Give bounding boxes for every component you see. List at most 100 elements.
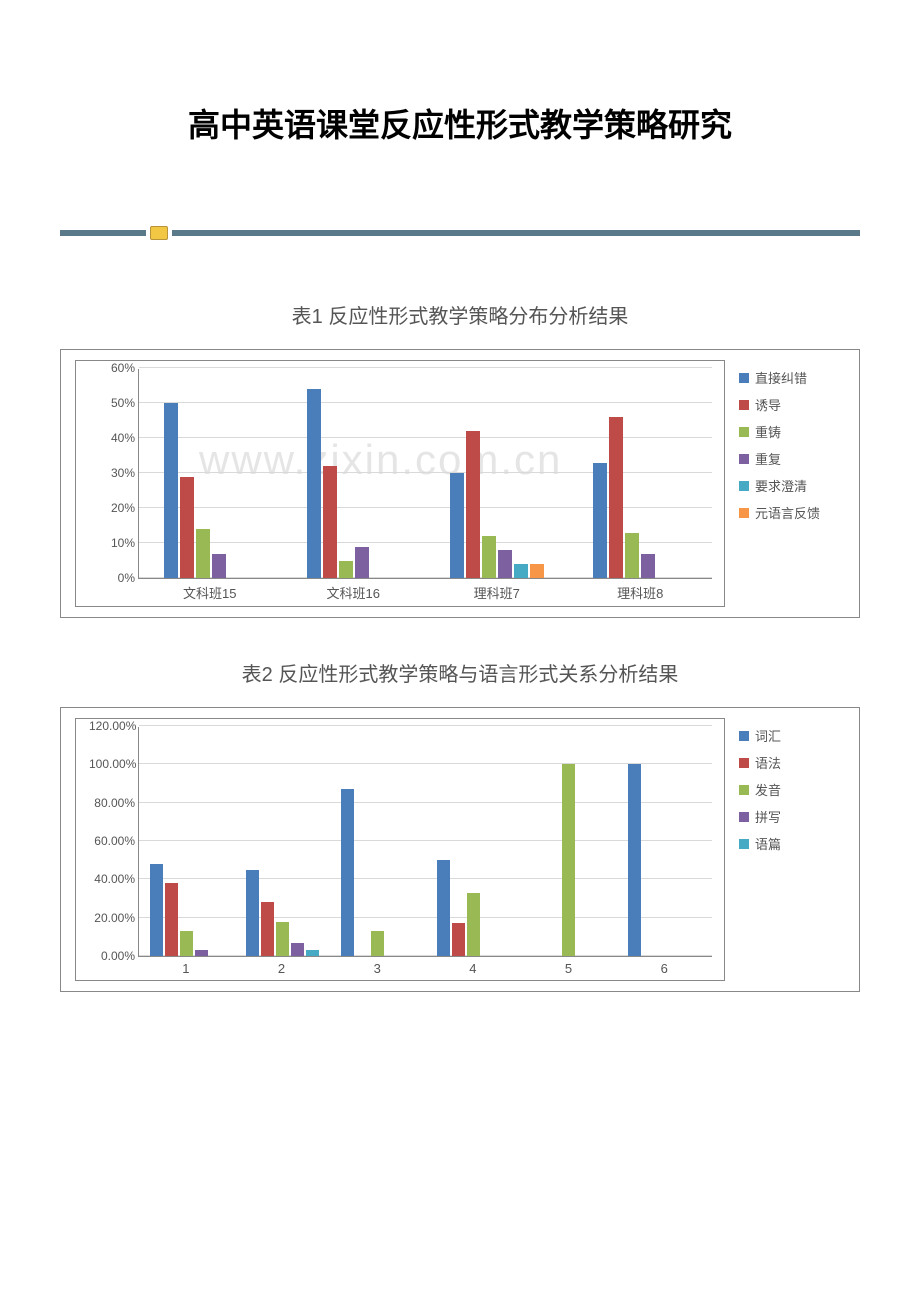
legend-swatch bbox=[739, 481, 749, 491]
bar bbox=[212, 554, 226, 579]
bar bbox=[530, 564, 544, 578]
y-tick-label: 0.00% bbox=[89, 949, 135, 963]
x-tick-label: 6 bbox=[616, 957, 712, 976]
y-tick-label: 80.00% bbox=[89, 796, 135, 810]
page-title: 高中英语课堂反应性形式教学策略研究 bbox=[60, 100, 860, 146]
grid-line bbox=[139, 725, 712, 726]
legend-item: 重铸 bbox=[739, 422, 845, 441]
y-tick-label: 40.00% bbox=[89, 872, 135, 886]
legend-swatch bbox=[739, 758, 749, 768]
legend-item: 要求澄清 bbox=[739, 476, 845, 495]
legend-label: 发音 bbox=[755, 780, 781, 799]
legend-label: 语篇 bbox=[755, 834, 781, 853]
y-tick-label: 60.00% bbox=[89, 834, 135, 848]
bar bbox=[450, 473, 464, 578]
bar bbox=[467, 893, 480, 956]
bar-group bbox=[521, 727, 617, 956]
y-tick-label: 50% bbox=[89, 396, 135, 410]
legend-item: 诱导 bbox=[739, 395, 845, 414]
bar-group bbox=[330, 727, 426, 956]
legend-label: 重铸 bbox=[755, 422, 781, 441]
divider-icon bbox=[150, 226, 168, 240]
x-tick-label: 文科班16 bbox=[282, 579, 426, 602]
divider-right bbox=[172, 230, 860, 236]
chart1-title: 表1 反应性形式教学策略分布分析结果 bbox=[60, 300, 860, 329]
bar bbox=[150, 864, 163, 956]
bar bbox=[196, 529, 210, 578]
x-tick-label: 文科班15 bbox=[138, 579, 282, 602]
x-tick-label: 4 bbox=[425, 957, 521, 976]
bar bbox=[371, 931, 384, 956]
bar bbox=[246, 870, 259, 956]
bar bbox=[437, 860, 450, 956]
divider-left bbox=[60, 230, 146, 236]
chart1-legend: 直接纠错诱导重铸重复要求澄清元语言反馈 bbox=[725, 360, 845, 607]
chart2-x-labels: 123456 bbox=[138, 957, 712, 976]
bar bbox=[609, 417, 623, 578]
bar bbox=[180, 477, 194, 579]
bar-group bbox=[282, 369, 425, 578]
chart1-box: www.zixin.com.cn 0%10%20%30%40%50%60% 文科… bbox=[60, 349, 860, 618]
chart2-legend: 词汇语法发音拼写语篇 bbox=[725, 718, 845, 981]
bar-groups bbox=[139, 369, 712, 578]
y-tick-label: 40% bbox=[89, 431, 135, 445]
bar bbox=[452, 923, 465, 956]
grid-line bbox=[139, 367, 712, 368]
y-tick-label: 30% bbox=[89, 466, 135, 480]
bar bbox=[498, 550, 512, 578]
bar bbox=[466, 431, 480, 578]
chart2-plot-area: 0.00%20.00%40.00%60.00%80.00%100.00%120.… bbox=[138, 727, 712, 957]
chart1-x-labels: 文科班15文科班16理科班7理科班8 bbox=[138, 579, 712, 602]
bar bbox=[562, 764, 575, 956]
bar bbox=[261, 902, 274, 956]
legend-label: 直接纠错 bbox=[755, 368, 807, 387]
bar bbox=[628, 764, 641, 956]
bar-group bbox=[426, 369, 569, 578]
bar-group bbox=[139, 727, 235, 956]
bar bbox=[291, 943, 304, 956]
legend-swatch bbox=[739, 839, 749, 849]
bar bbox=[195, 950, 208, 956]
bar bbox=[307, 389, 321, 578]
chart1-plot-area: www.zixin.com.cn 0%10%20%30%40%50%60% bbox=[138, 369, 712, 579]
legend-swatch bbox=[739, 812, 749, 822]
legend-item: 拼写 bbox=[739, 807, 845, 826]
legend-label: 重复 bbox=[755, 449, 781, 468]
bar-group bbox=[426, 727, 522, 956]
legend-swatch bbox=[739, 400, 749, 410]
bar bbox=[306, 950, 319, 956]
x-tick-label: 3 bbox=[329, 957, 425, 976]
x-tick-label: 5 bbox=[521, 957, 617, 976]
bar-group bbox=[569, 369, 712, 578]
bar bbox=[165, 883, 178, 956]
x-tick-label: 理科班8 bbox=[569, 579, 713, 602]
bar-group bbox=[139, 369, 282, 578]
bar bbox=[641, 554, 655, 579]
x-tick-label: 理科班7 bbox=[425, 579, 569, 602]
chart1-plot-wrap: www.zixin.com.cn 0%10%20%30%40%50%60% 文科… bbox=[75, 360, 725, 607]
legend-swatch bbox=[739, 454, 749, 464]
chart2-box: 0.00%20.00%40.00%60.00%80.00%100.00%120.… bbox=[60, 707, 860, 992]
legend-item: 元语言反馈 bbox=[739, 503, 845, 522]
y-tick-label: 10% bbox=[89, 536, 135, 550]
bar bbox=[339, 561, 353, 579]
legend-item: 词汇 bbox=[739, 726, 845, 745]
x-tick-label: 1 bbox=[138, 957, 234, 976]
bar-group bbox=[235, 727, 331, 956]
bar-group bbox=[617, 727, 713, 956]
legend-swatch bbox=[739, 373, 749, 383]
bar bbox=[355, 547, 369, 579]
y-tick-label: 100.00% bbox=[89, 757, 135, 771]
legend-label: 元语言反馈 bbox=[755, 503, 820, 522]
bar-groups bbox=[139, 727, 712, 956]
legend-item: 发音 bbox=[739, 780, 845, 799]
chart2-title: 表2 反应性形式教学策略与语言形式关系分析结果 bbox=[60, 658, 860, 687]
legend-label: 语法 bbox=[755, 753, 781, 772]
legend-item: 直接纠错 bbox=[739, 368, 845, 387]
legend-swatch bbox=[739, 731, 749, 741]
x-tick-label: 2 bbox=[234, 957, 330, 976]
legend-label: 诱导 bbox=[755, 395, 781, 414]
bar bbox=[180, 931, 193, 956]
y-tick-label: 120.00% bbox=[89, 719, 135, 733]
bar bbox=[482, 536, 496, 578]
